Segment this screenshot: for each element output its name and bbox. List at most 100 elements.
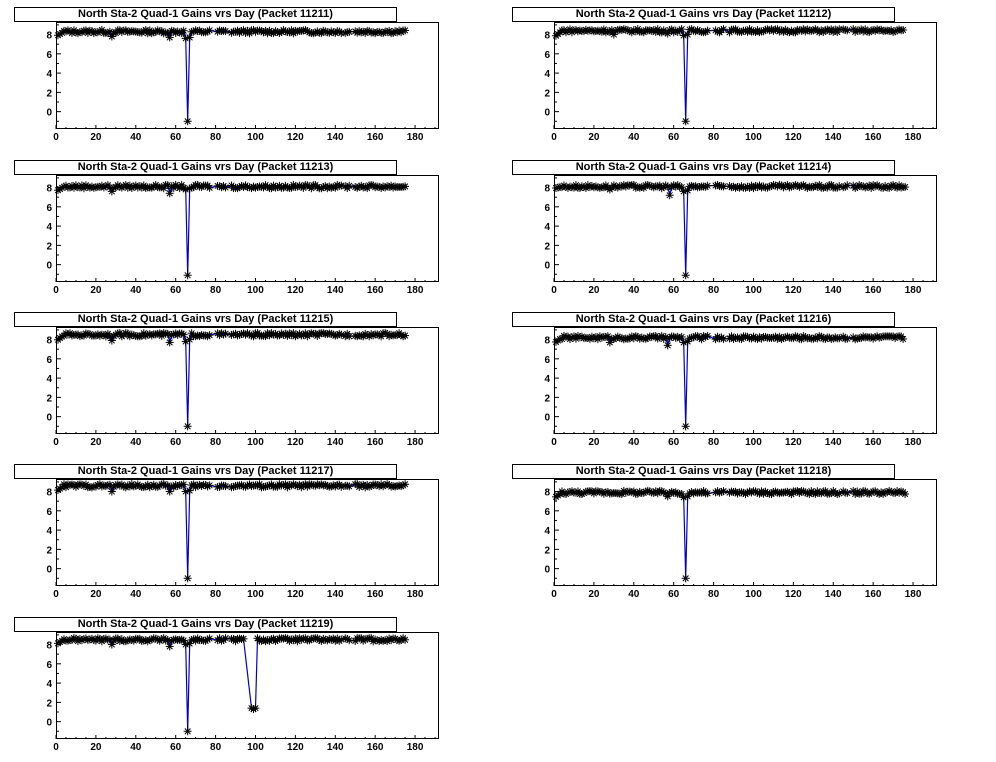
x-tick-label: 80 bbox=[210, 285, 222, 296]
y-tick-label: 0 bbox=[544, 108, 550, 119]
x-tick-label: 180 bbox=[407, 589, 424, 600]
x-tick-label: 180 bbox=[905, 589, 922, 600]
x-tick-label: 40 bbox=[130, 437, 142, 448]
x-tick-label: 140 bbox=[825, 132, 842, 143]
plot-frame bbox=[56, 632, 439, 739]
x-tick-label: 60 bbox=[170, 437, 182, 448]
chart-title: North Sta-2 Quad-1 Gains vrs Day (Packet… bbox=[14, 160, 397, 175]
x-tick-label: 180 bbox=[905, 285, 922, 296]
x-tick-label: 80 bbox=[708, 285, 720, 296]
x-tick-label: 140 bbox=[327, 132, 344, 143]
x-tick-label: 100 bbox=[247, 589, 264, 600]
y-tick-label: 4 bbox=[544, 374, 550, 385]
x-tick-label: 140 bbox=[825, 285, 842, 296]
y-tick-label: 6 bbox=[46, 660, 52, 671]
y-tick-label: 6 bbox=[544, 203, 550, 214]
x-tick-label: 100 bbox=[247, 742, 264, 753]
x-tick-label: 40 bbox=[628, 589, 640, 600]
y-tick-label: 0 bbox=[544, 261, 550, 272]
x-tick-label: 120 bbox=[287, 132, 304, 143]
y-tick-label: 2 bbox=[46, 88, 52, 99]
y-tick-label: 8 bbox=[46, 184, 52, 195]
x-tick-label: 120 bbox=[287, 742, 304, 753]
x-tick-label: 160 bbox=[367, 589, 384, 600]
x-tick-label: 80 bbox=[210, 437, 222, 448]
y-tick-label: 2 bbox=[46, 698, 52, 709]
chart-title: North Sta-2 Quad-1 Gains vrs Day (Packet… bbox=[14, 464, 397, 479]
y-tick-label: 4 bbox=[46, 526, 52, 537]
x-tick-label: 40 bbox=[130, 285, 142, 296]
x-tick-label: 40 bbox=[628, 285, 640, 296]
x-tick-label: 40 bbox=[628, 132, 640, 143]
chart-title: North Sta-2 Quad-1 Gains vrs Day (Packet… bbox=[512, 160, 895, 175]
x-tick-label: 120 bbox=[785, 589, 802, 600]
x-tick-label: 20 bbox=[90, 285, 102, 296]
y-tick-label: 0 bbox=[46, 413, 52, 424]
y-tick-label: 4 bbox=[46, 222, 52, 233]
x-tick-label: 100 bbox=[745, 437, 762, 448]
y-tick-label: 2 bbox=[544, 393, 550, 404]
y-tick-label: 8 bbox=[544, 31, 550, 42]
y-tick-label: 6 bbox=[46, 507, 52, 518]
chart-title: North Sta-2 Quad-1 Gains vrs Day (Packet… bbox=[14, 7, 397, 22]
y-tick-label: 2 bbox=[46, 545, 52, 556]
x-tick-label: 60 bbox=[170, 285, 182, 296]
chart-title: North Sta-2 Quad-1 Gains vrs Day (Packet… bbox=[512, 464, 895, 479]
y-tick-label: 4 bbox=[544, 69, 550, 80]
x-tick-label: 120 bbox=[785, 285, 802, 296]
x-tick-label: 120 bbox=[785, 437, 802, 448]
x-tick-label: 140 bbox=[327, 437, 344, 448]
x-tick-label: 100 bbox=[745, 589, 762, 600]
x-tick-label: 160 bbox=[865, 132, 882, 143]
y-tick-label: 6 bbox=[544, 355, 550, 366]
x-tick-label: 180 bbox=[905, 437, 922, 448]
y-tick-label: 4 bbox=[544, 526, 550, 537]
y-tick-label: 6 bbox=[544, 507, 550, 518]
plot-frame bbox=[56, 327, 439, 434]
x-tick-label: 100 bbox=[745, 285, 762, 296]
x-tick-label: 160 bbox=[865, 589, 882, 600]
x-tick-label: 0 bbox=[551, 285, 557, 296]
x-tick-label: 60 bbox=[170, 742, 182, 753]
plot-frame bbox=[56, 22, 439, 129]
plot-frame bbox=[554, 22, 937, 129]
x-tick-label: 120 bbox=[287, 589, 304, 600]
x-tick-label: 80 bbox=[708, 132, 720, 143]
chart-title: North Sta-2 Quad-1 Gains vrs Day (Packet… bbox=[512, 7, 895, 22]
plot-frame bbox=[56, 175, 439, 282]
y-tick-label: 6 bbox=[544, 50, 550, 61]
x-tick-label: 20 bbox=[90, 437, 102, 448]
y-tick-label: 6 bbox=[46, 355, 52, 366]
plot-frame bbox=[554, 327, 937, 434]
plot-frame bbox=[554, 175, 937, 282]
x-tick-label: 60 bbox=[668, 437, 680, 448]
y-tick-label: 2 bbox=[544, 241, 550, 252]
x-tick-label: 100 bbox=[745, 132, 762, 143]
y-tick-label: 8 bbox=[46, 31, 52, 42]
x-tick-label: 140 bbox=[327, 589, 344, 600]
x-tick-label: 0 bbox=[53, 132, 59, 143]
y-tick-label: 8 bbox=[46, 641, 52, 652]
chart-title: North Sta-2 Quad-1 Gains vrs Day (Packet… bbox=[512, 312, 895, 327]
x-tick-label: 160 bbox=[367, 132, 384, 143]
x-tick-label: 20 bbox=[90, 589, 102, 600]
x-tick-label: 160 bbox=[367, 742, 384, 753]
x-tick-label: 180 bbox=[407, 437, 424, 448]
y-tick-label: 2 bbox=[46, 241, 52, 252]
x-tick-label: 140 bbox=[825, 437, 842, 448]
y-tick-label: 0 bbox=[46, 261, 52, 272]
x-tick-label: 100 bbox=[247, 437, 264, 448]
x-tick-label: 160 bbox=[865, 285, 882, 296]
x-tick-label: 0 bbox=[53, 589, 59, 600]
y-tick-label: 8 bbox=[46, 488, 52, 499]
x-tick-label: 0 bbox=[53, 285, 59, 296]
y-tick-label: 8 bbox=[544, 488, 550, 499]
x-tick-label: 80 bbox=[708, 437, 720, 448]
x-tick-label: 80 bbox=[708, 589, 720, 600]
y-tick-label: 0 bbox=[544, 565, 550, 576]
x-tick-label: 120 bbox=[287, 285, 304, 296]
x-tick-label: 180 bbox=[905, 132, 922, 143]
x-tick-label: 20 bbox=[588, 285, 600, 296]
y-tick-label: 4 bbox=[544, 222, 550, 233]
